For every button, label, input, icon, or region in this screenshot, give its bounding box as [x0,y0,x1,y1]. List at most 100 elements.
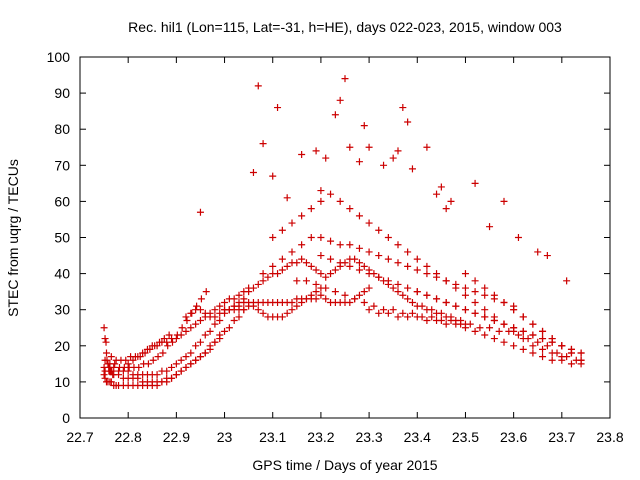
data-point [211,338,219,346]
data-point [375,226,383,234]
data-point [105,363,113,371]
data-point [193,302,201,310]
data-point [486,223,494,231]
data-point [355,212,363,220]
data-point [461,324,469,332]
data-point [558,342,566,350]
y-tick-label: 60 [54,193,70,209]
data-point [293,277,301,285]
x-tick-label: 23.5 [452,429,479,445]
data-point [216,335,224,343]
data-point [298,255,306,263]
data-point [177,367,185,375]
data-point [278,226,286,234]
data-point [384,309,392,317]
data-point [182,363,190,371]
data-point [336,197,344,205]
data-point [216,302,224,310]
data-point [389,154,397,162]
x-tick-label: 23.4 [404,429,431,445]
data-point [461,291,469,299]
data-point [577,356,585,364]
data-point [307,234,315,241]
data-point [394,147,402,155]
data-point [336,241,344,249]
data-point [109,371,117,379]
data-point [298,241,306,249]
data-point [389,306,397,314]
data-point [336,96,344,104]
data-point [437,183,445,191]
data-point [384,234,392,241]
data-point [182,313,190,321]
data-point [360,122,368,130]
data-point [384,255,392,263]
data-point [211,320,219,328]
data-point [433,317,441,325]
data-point [111,360,119,368]
data-point [312,147,320,155]
data-point [519,345,527,353]
data-point [476,324,484,332]
data-point [437,309,445,317]
data-point [163,367,171,375]
data-point [307,205,315,213]
data-point [312,295,320,303]
data-point [471,298,479,306]
data-point [461,306,469,314]
x-tick-label: 23.8 [596,429,623,445]
data-point [433,295,441,303]
data-point [259,270,267,278]
data-point [143,345,151,353]
plot-frame [79,56,611,419]
data-point [519,327,527,335]
data-point [197,295,205,303]
data-point [317,291,325,299]
data-point [206,327,214,335]
data-point [404,262,412,270]
data-point [481,291,489,299]
data-point [423,143,431,151]
data-point [442,205,450,213]
data-point [408,298,416,306]
y-tick-label: 50 [54,230,70,246]
x-axis-label: GPS time / Days of year 2015 [252,457,437,473]
data-point [539,335,547,343]
data-point [245,288,253,296]
data-point [107,378,115,386]
data-point [312,266,320,274]
data-point [423,262,431,270]
x-tick-label: 23 [217,429,233,445]
data-point [413,288,421,296]
data-point [341,291,349,299]
x-tick-label: 23.1 [259,429,286,445]
data-point [235,291,243,299]
data-point [399,309,407,317]
data-point [187,309,195,317]
data-point [122,356,130,364]
data-point [201,349,209,357]
data-point [331,266,339,274]
data-point [495,327,503,335]
data-point [355,158,363,166]
data-point [211,313,219,321]
data-point [394,280,402,288]
data-point [293,302,301,310]
data-point [442,277,450,285]
data-point [336,259,344,267]
data-point [355,266,363,274]
data-point [259,309,267,317]
data-point [327,255,335,263]
data-points [100,75,585,390]
data-point [100,371,108,379]
data-point [322,273,330,281]
data-point [360,288,368,296]
data-point [461,284,469,292]
data-point [548,335,556,343]
data-point [192,342,200,350]
data-point [269,172,277,180]
data-point [322,154,330,162]
data-point [101,374,109,382]
data-point [230,295,238,303]
